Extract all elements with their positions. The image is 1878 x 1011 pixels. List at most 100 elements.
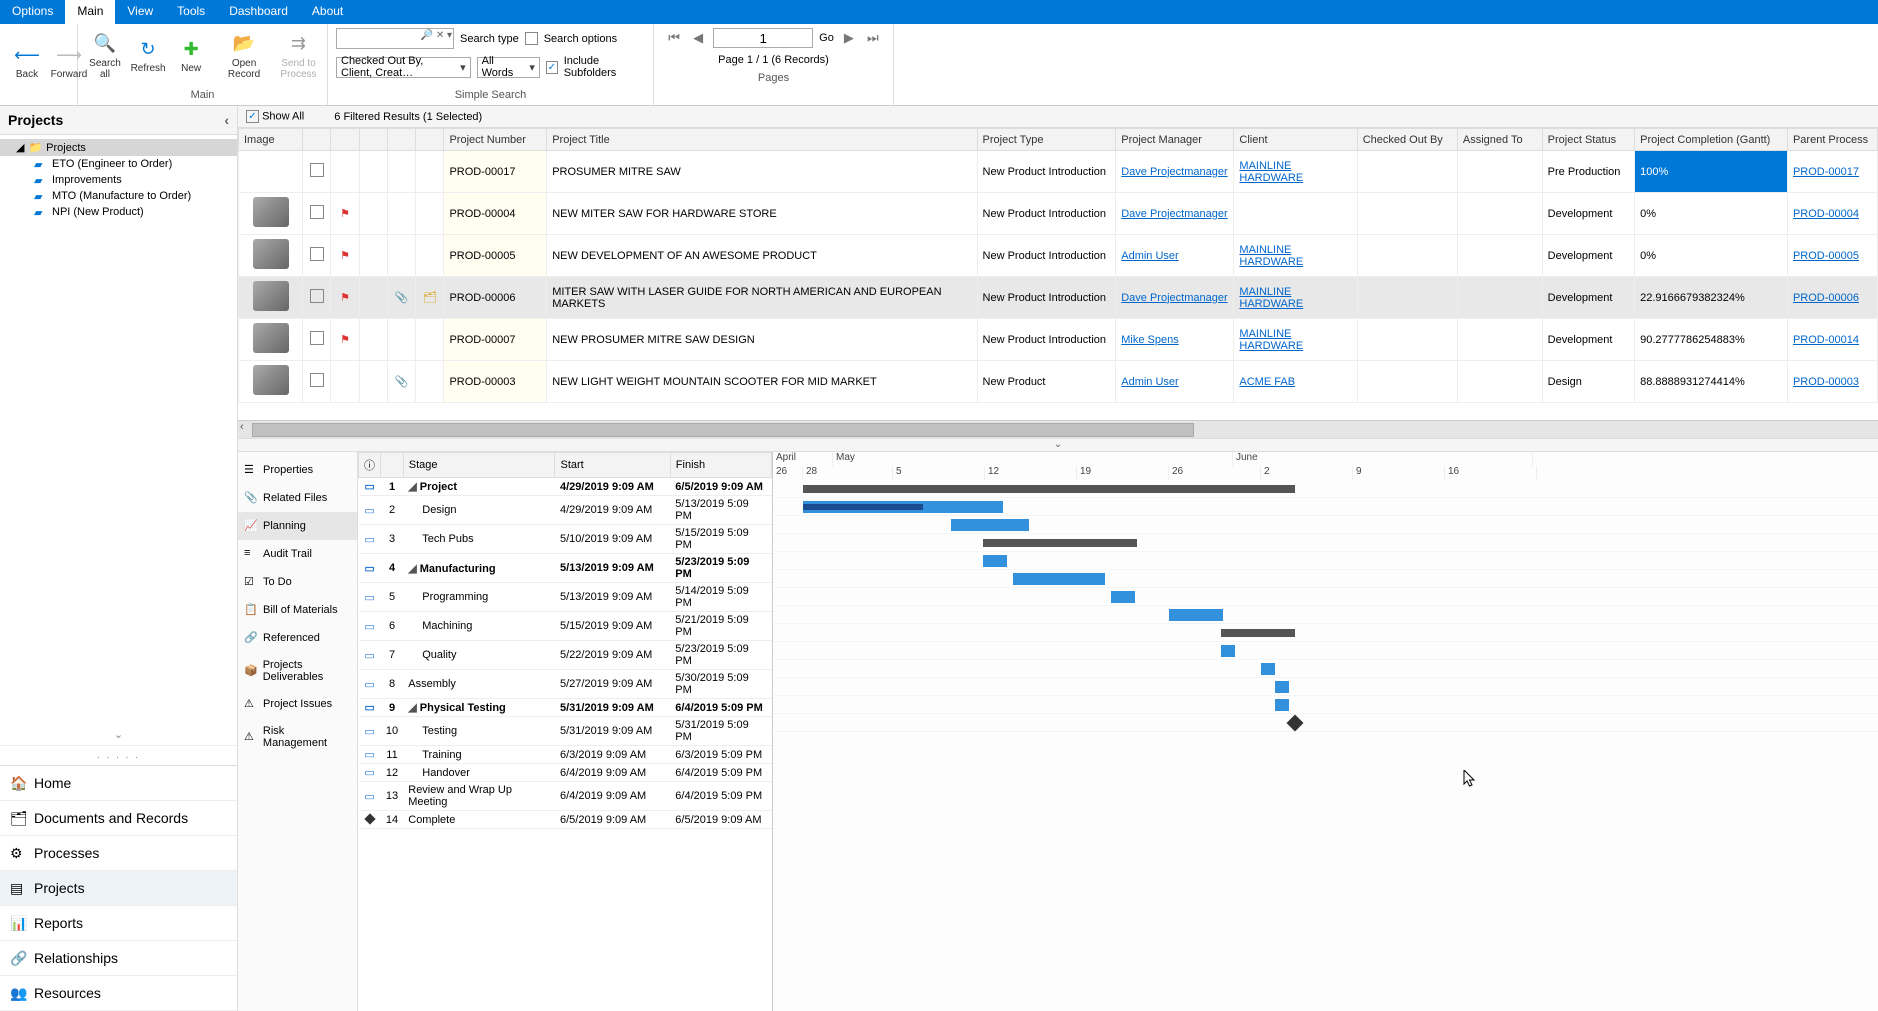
pager-next-button[interactable]: ▶ xyxy=(840,30,858,46)
collapse-icon[interactable]: ◢ xyxy=(408,481,420,493)
menu-tab-options[interactable]: Options xyxy=(0,0,65,24)
pager-go-button[interactable]: Go xyxy=(819,32,834,44)
grid-hscroll-thumb[interactable] xyxy=(252,423,1194,437)
search-type-button[interactable]: Search type xyxy=(460,33,519,45)
grid-header-cell[interactable] xyxy=(331,129,359,151)
table-row[interactable]: 📎PROD-00003NEW LIGHT WEIGHT MOUNTAIN SCO… xyxy=(239,361,1878,403)
gantt-task-row[interactable]: ▭7Quality5/22/2019 9:09 AM5/23/2019 5:09… xyxy=(359,641,772,670)
parent-process-link[interactable]: PROD-00014 xyxy=(1793,334,1859,346)
gantt-bar[interactable] xyxy=(1013,573,1105,585)
detail-tab-bill-of-materials[interactable]: 📋Bill of Materials xyxy=(238,596,357,624)
tree-root[interactable]: ◢ 📁 Projects xyxy=(0,139,237,156)
grid-header-cell[interactable]: Client xyxy=(1234,129,1357,151)
gantt-task-row[interactable]: ▭1◢ Project4/29/2019 9:09 AM6/5/2019 9:0… xyxy=(359,478,772,496)
menu-tab-about[interactable]: About xyxy=(300,0,355,24)
gantt-col-finish[interactable]: Finish xyxy=(670,453,771,478)
menu-tab-main[interactable]: Main xyxy=(65,0,115,24)
tree-item[interactable]: ▰ETO (Engineer to Order) xyxy=(0,156,237,172)
grid-header-cell[interactable] xyxy=(359,129,387,151)
gantt-bar[interactable] xyxy=(983,555,1007,567)
nav-relationships[interactable]: 🔗Relationships xyxy=(0,941,237,976)
refresh-button[interactable]: ↻ Refresh xyxy=(126,27,170,85)
client-link[interactable]: MAINLINE HARDWARE xyxy=(1239,160,1303,184)
gantt-task-row[interactable]: ▭9◢ Physical Testing5/31/2019 9:09 AM6/4… xyxy=(359,699,772,717)
collapse-icon[interactable]: ◢ xyxy=(408,702,420,714)
gantt-bar[interactable] xyxy=(1169,609,1223,621)
detail-tab-related-files[interactable]: 📎Related Files xyxy=(238,484,357,512)
row-checkbox[interactable] xyxy=(310,289,324,303)
menu-tab-tools[interactable]: Tools xyxy=(165,0,217,24)
project-manager-link[interactable]: Dave Projectmanager xyxy=(1121,208,1227,220)
project-manager-link[interactable]: Admin User xyxy=(1121,376,1178,388)
grid-header-cell[interactable] xyxy=(387,129,415,151)
menu-tab-view[interactable]: View xyxy=(115,0,165,24)
gantt-chart[interactable]: AprilMayJune 262851219262916 xyxy=(773,452,1878,1011)
detail-tab-audit-trail[interactable]: ≡Audit Trail xyxy=(238,540,357,568)
grid-header-cell[interactable]: Project Status xyxy=(1542,129,1634,151)
table-row[interactable]: ⚑PROD-00005NEW DEVELOPMENT OF AN AWESOME… xyxy=(239,235,1878,277)
menu-tab-dashboard[interactable]: Dashboard xyxy=(217,0,300,24)
detail-tab-project-issues[interactable]: ⚠Project Issues xyxy=(238,690,357,718)
gantt-bar[interactable] xyxy=(1111,591,1135,603)
detail-splitter[interactable]: ⌄ xyxy=(238,438,1878,452)
client-link[interactable]: MAINLINE HARDWARE xyxy=(1239,244,1303,268)
pager-prev-button[interactable]: ◀ xyxy=(689,30,707,46)
gantt-task-row[interactable]: ▭12Handover6/4/2019 9:09 AM6/4/2019 5:09… xyxy=(359,764,772,782)
client-link[interactable]: MAINLINE HARDWARE xyxy=(1239,286,1303,310)
grid-header-cell[interactable]: Project Type xyxy=(977,129,1116,151)
table-row[interactable]: ⚑📎🗂PROD-00006MITER SAW WITH LASER GUIDE … xyxy=(239,277,1878,319)
gantt-task-row[interactable]: ▭6Machining5/15/2019 9:09 AM5/21/2019 5:… xyxy=(359,612,772,641)
parent-process-link[interactable]: PROD-00005 xyxy=(1793,250,1859,262)
gantt-milestone[interactable] xyxy=(1287,715,1304,732)
row-checkbox[interactable] xyxy=(310,373,324,387)
tree-collapse-icon[interactable]: ⌄ xyxy=(0,724,237,745)
table-row[interactable]: ⚑PROD-00004NEW MITER SAW FOR HARDWARE ST… xyxy=(239,193,1878,235)
tree-item[interactable]: ▰Improvements xyxy=(0,172,237,188)
project-manager-link[interactable]: Mike Spens xyxy=(1121,334,1178,346)
new-button[interactable]: ✚ New xyxy=(170,27,212,85)
gantt-bar[interactable] xyxy=(803,485,1295,493)
open-record-button[interactable]: 📂 Open Record xyxy=(212,27,276,85)
gantt-bar[interactable] xyxy=(951,519,1029,531)
gantt-task-row[interactable]: 14Complete6/5/2019 9:09 AM6/5/2019 9:09 … xyxy=(359,811,772,829)
row-checkbox[interactable] xyxy=(310,163,324,177)
grid-header-cell[interactable]: Checked Out By xyxy=(1357,129,1457,151)
tree-item[interactable]: ▰NPI (New Product) xyxy=(0,204,237,220)
gantt-task-row[interactable]: ▭3Tech Pubs5/10/2019 9:09 AM5/15/2019 5:… xyxy=(359,525,772,554)
parent-process-link[interactable]: PROD-00003 xyxy=(1793,376,1859,388)
grid-header-cell[interactable]: Project Manager xyxy=(1116,129,1234,151)
row-checkbox[interactable] xyxy=(310,331,324,345)
gantt-task-row[interactable]: ▭2Design4/29/2019 9:09 AM5/13/2019 5:09 … xyxy=(359,496,772,525)
client-link[interactable]: MAINLINE HARDWARE xyxy=(1239,328,1303,352)
gantt-task-row[interactable]: ▭13Review and Wrap Up Meeting6/4/2019 9:… xyxy=(359,782,772,811)
detail-tab-to-do[interactable]: ☑To Do xyxy=(238,568,357,596)
grid-header-cell[interactable]: Assigned To xyxy=(1457,129,1542,151)
grid-hscroll[interactable]: ‹ xyxy=(238,420,1878,438)
nav-processes[interactable]: ⚙Processes xyxy=(0,836,237,871)
panel-resizer[interactable]: . . . . . xyxy=(0,745,237,765)
project-manager-link[interactable]: Dave Projectmanager xyxy=(1121,166,1227,178)
gantt-col-info[interactable]: ⓘ xyxy=(359,453,381,478)
show-all-checkbox[interactable] xyxy=(246,110,259,123)
back-button[interactable]: ⟵ Back xyxy=(6,33,48,91)
detail-tab-planning[interactable]: 📈Planning xyxy=(238,512,357,540)
detail-tab-projects-deliverables[interactable]: 📦Projects Deliverables xyxy=(238,652,357,690)
pager-first-button[interactable]: ⏮ xyxy=(665,30,683,46)
gantt-bar[interactable] xyxy=(983,539,1137,547)
grid-header-cell[interactable]: Image xyxy=(239,129,303,151)
search-options-checkbox[interactable] xyxy=(525,32,538,45)
nav-projects[interactable]: ▤Projects xyxy=(0,871,237,906)
table-row[interactable]: ⚑PROD-00007NEW PROSUMER MITRE SAW DESIGN… xyxy=(239,319,1878,361)
detail-tab-properties[interactable]: ☰Properties xyxy=(238,456,357,484)
gantt-col-num[interactable] xyxy=(381,453,404,478)
project-manager-link[interactable]: Dave Projectmanager xyxy=(1121,292,1227,304)
gantt-bar[interactable] xyxy=(1261,663,1275,675)
grid-header-cell[interactable]: Project Number xyxy=(444,129,547,151)
send-to-process-button[interactable]: ⇉ Send toProcess xyxy=(276,27,321,85)
gantt-task-row[interactable]: ▭8Assembly5/27/2019 9:09 AM5/30/2019 5:0… xyxy=(359,670,772,699)
gantt-task-row[interactable]: ▭4◢ Manufacturing5/13/2019 9:09 AM5/23/2… xyxy=(359,554,772,583)
gantt-bar[interactable] xyxy=(1221,629,1295,637)
nav-resources[interactable]: 👥Resources xyxy=(0,976,237,1011)
grid-header-cell[interactable]: Parent Process xyxy=(1787,129,1877,151)
table-row[interactable]: PROD-00017PROSUMER MITRE SAWNew Product … xyxy=(239,151,1878,193)
